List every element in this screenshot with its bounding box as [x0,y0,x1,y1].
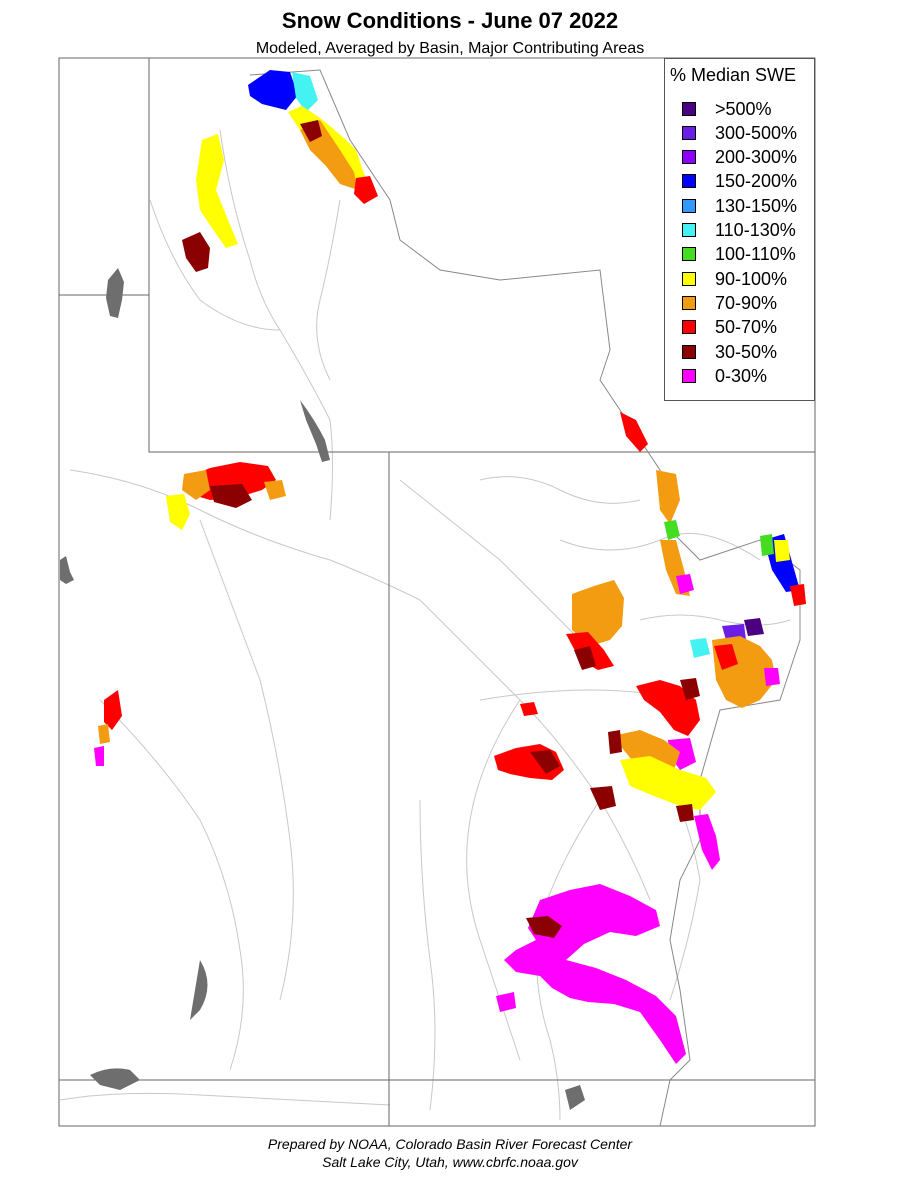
legend-swatch [682,150,696,164]
legend-item: 90-100% [682,267,787,291]
footer-credit: Prepared by NOAA, Colorado Basin River F… [267,1136,633,1152]
legend-label: 50-70% [715,316,778,337]
legend-label: >500% [715,98,772,119]
legend-item: >500% [682,97,772,121]
basin-outline [249,69,801,1127]
legend-swatch [682,174,696,188]
legend-item: 110-130% [682,218,796,242]
legend-label: 0-30% [715,365,768,386]
legend-swatch [682,102,696,116]
legend-label: 130-150% [715,195,798,216]
legend-swatch [682,272,696,286]
legend-swatch [682,223,696,237]
legend-box: % Median SWE >500% 300-500% 200-300% 150… [664,58,815,401]
legend-swatch [682,199,696,213]
legend-swatch [682,247,696,261]
legend-label: 110-130% [715,219,796,240]
legend-item: 0-30% [682,364,767,388]
legend-item: 50-70% [682,315,777,339]
footer-location: Salt Lake City, Utah, www.cbrfc.noaa.gov [322,1154,578,1170]
legend-label: 150-200% [715,170,798,191]
map-subtitle: Modeled, Averaged by Basin, Major Contri… [255,40,645,57]
legend-item: 30-50% [682,340,777,364]
legend-item: 150-200% [682,169,797,193]
legend-swatch [682,296,696,310]
legend-item: 130-150% [682,194,797,218]
legend-swatch [682,320,696,334]
legend-label: 300-500% [715,122,798,143]
legend-swatch [682,345,696,359]
legend-label: 90-100% [715,268,788,289]
legend-item: 300-500% [682,121,797,145]
map-title: Snow Conditions - June 07 2022 [281,8,619,33]
legend-swatch [682,126,696,140]
legend-label: 200-300% [715,146,798,167]
legend-swatch [682,369,696,383]
legend-label: 30-50% [715,341,778,362]
legend-item: 200-300% [682,145,797,169]
legend-label: 100-110% [715,243,796,264]
map-frame [58,57,816,1127]
legend-title: % Median SWE [670,65,797,85]
state-boundaries [59,58,815,1126]
snow-patches [94,70,806,1064]
lakes [60,268,585,1110]
legend-item: 100-110% [682,242,796,266]
legend-label: 70-90% [715,292,778,313]
legend-item: 70-90% [682,291,777,315]
